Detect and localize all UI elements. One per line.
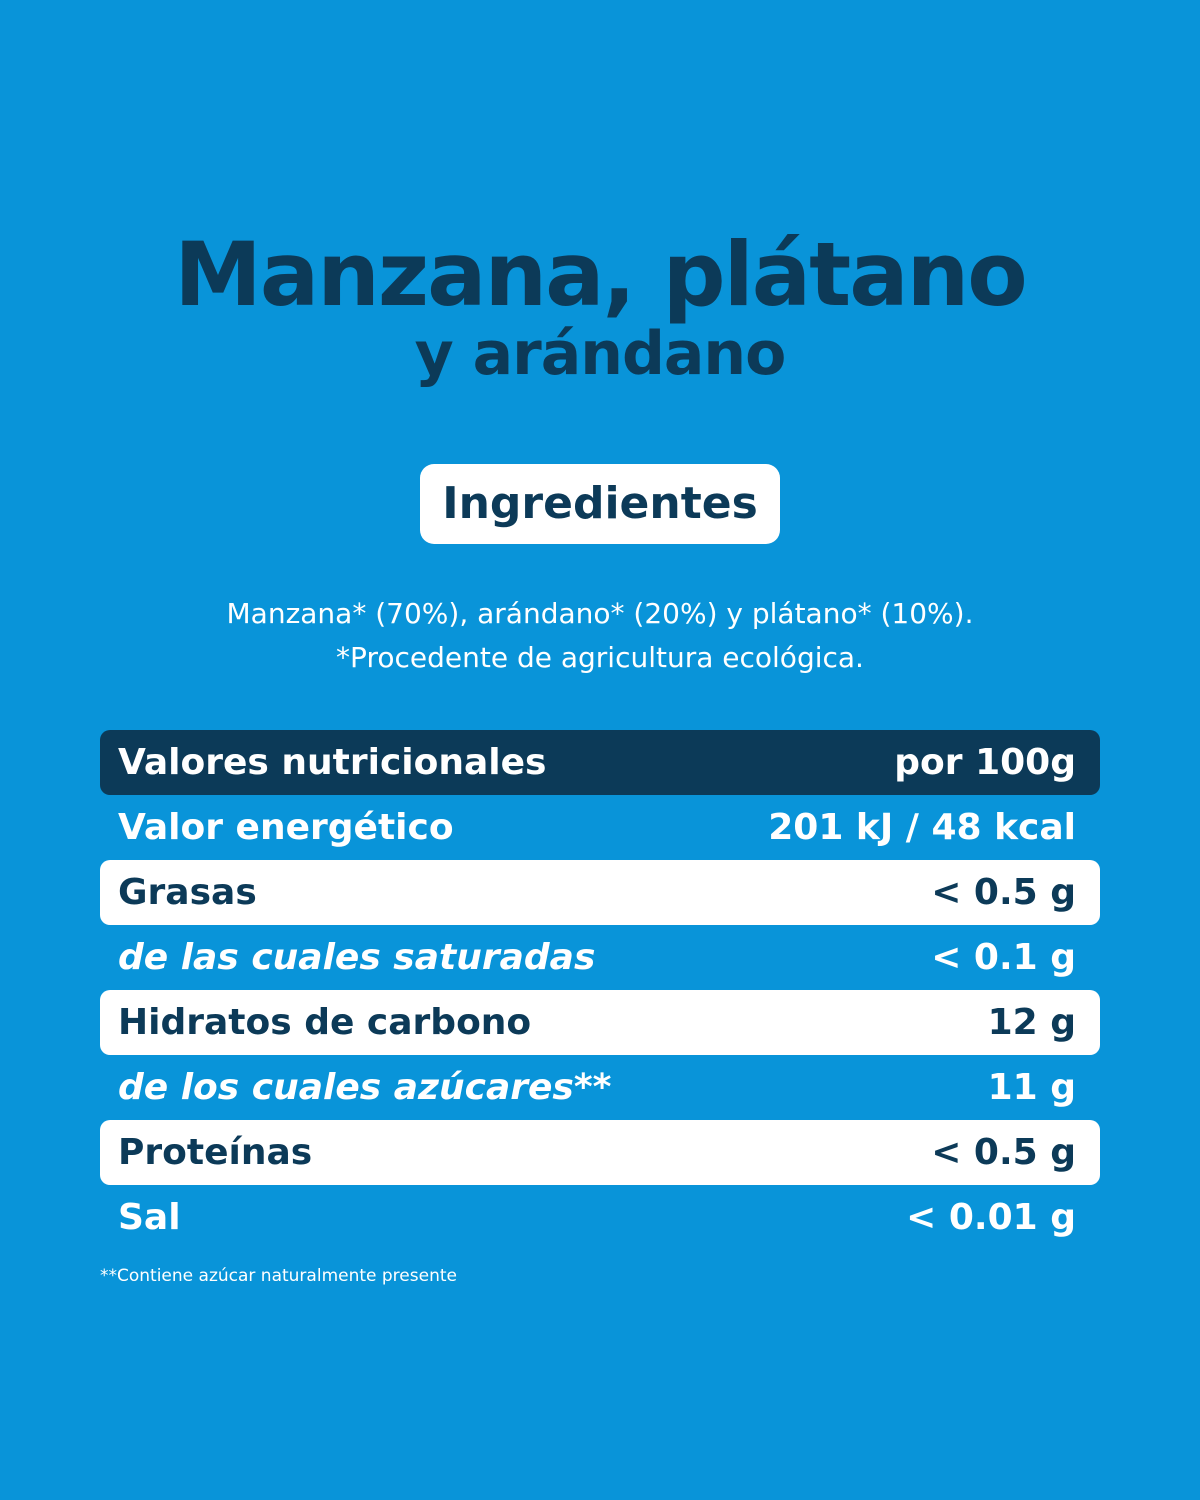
nutrition-label: de los cuales azúcares** [118, 1067, 612, 1108]
ingredients-note: *Procedente de agricultura ecológica. [336, 641, 864, 674]
nutrition-value: 12 g [987, 1002, 1076, 1043]
nutrition-label: de las cuales saturadas [118, 937, 596, 978]
nutrition-value: 201 kJ / 48 kcal [768, 807, 1076, 848]
nutrition-row-energy: Valor energético 201 kJ / 48 kcal [100, 795, 1100, 860]
ingredients-badge: Ingredientes [420, 464, 780, 544]
nutrition-value: < 0.1 g [931, 937, 1076, 978]
nutrition-label: Grasas [118, 872, 257, 913]
nutrition-row-fat: Grasas < 0.5 g [100, 860, 1100, 925]
sugar-footnote: **Contiene azúcar naturalmente presente [100, 1266, 457, 1286]
nutrition-row-sugars: de los cuales azúcares** 11 g [100, 1055, 1100, 1120]
nutrition-value: < 0.5 g [931, 1132, 1076, 1173]
nutrition-header-value: por 100g [894, 742, 1076, 783]
product-title-line-2: y arándano [414, 319, 787, 389]
nutrition-label: Proteínas [118, 1132, 313, 1173]
nutrition-label: Valor energético [118, 807, 454, 848]
product-title: Manzana, plátano y arándano [0, 223, 1200, 390]
ingredients-list: Manzana* (70%), arándano* (20%) y plátan… [0, 592, 1200, 680]
product-title-line-1: Manzana, plátano [174, 223, 1027, 326]
nutrition-label: Hidratos de carbono [118, 1002, 532, 1043]
nutrition-row-saturated: de las cuales saturadas < 0.1 g [100, 925, 1100, 990]
ingredients-line: Manzana* (70%), arándano* (20%) y plátan… [226, 597, 974, 630]
nutrition-row-protein: Proteínas < 0.5 g [100, 1120, 1100, 1185]
nutrition-value: < 0.01 g [906, 1197, 1076, 1238]
nutrition-table: Valores nutricionales por 100g Valor ene… [100, 730, 1100, 1250]
nutrition-value: < 0.5 g [931, 872, 1076, 913]
nutrition-row-salt: Sal < 0.01 g [100, 1185, 1100, 1250]
nutrition-value: 11 g [987, 1067, 1076, 1108]
nutrition-header-label: Valores nutricionales [118, 742, 547, 783]
nutrition-header-row: Valores nutricionales por 100g [100, 730, 1100, 795]
nutrition-row-carbohydrates: Hidratos de carbono 12 g [100, 990, 1100, 1055]
nutrition-label: Sal [118, 1197, 181, 1238]
